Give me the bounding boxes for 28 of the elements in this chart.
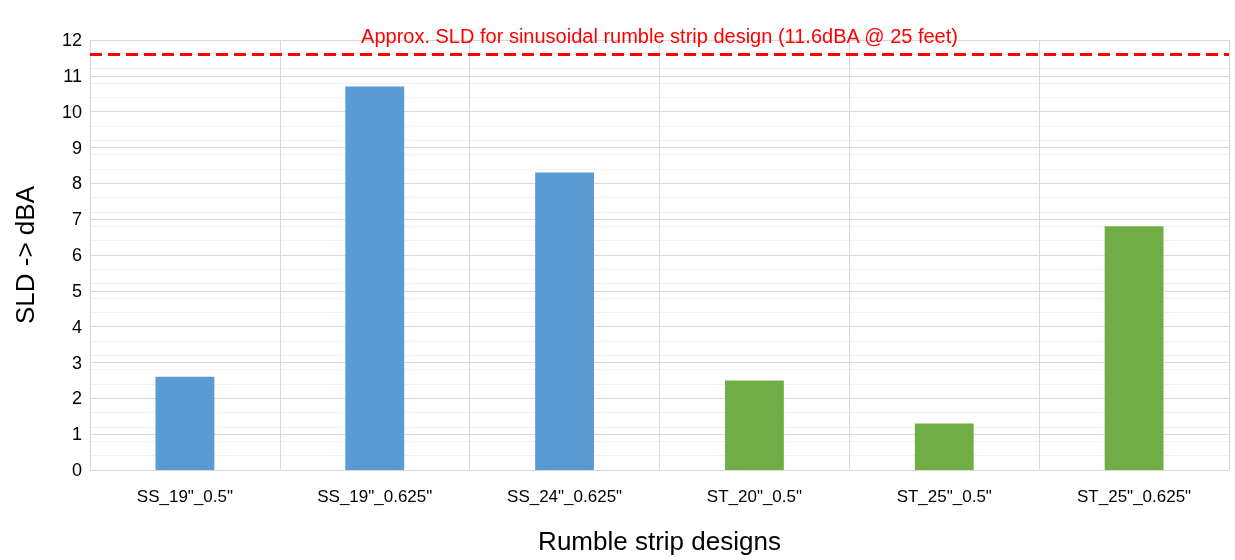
y-tick-label: 10 <box>61 101 82 122</box>
bar <box>535 172 595 470</box>
y-tick-label: 0 <box>71 460 82 480</box>
bar <box>1104 226 1164 470</box>
ref-line-label: Approx. SLD for sinusoidal rumble strip design (11.6dBA @ 25 feet) <box>361 25 958 48</box>
x-tick-label: ST_20"_0.5" <box>706 487 803 506</box>
y-tick-label: 2 <box>71 388 82 409</box>
y-tick-label: 6 <box>71 245 82 265</box>
bar <box>914 423 974 470</box>
bar <box>724 380 784 470</box>
x-tick-label: ST_25"_0.5" <box>896 487 992 506</box>
y-axis-title: SLD -> dBA <box>10 185 40 325</box>
y-tick-label: 12 <box>61 30 82 50</box>
y-tick-label: 5 <box>71 280 82 301</box>
y-tick-label: 7 <box>71 209 82 230</box>
y-tick-label: 9 <box>71 137 82 158</box>
bar <box>155 376 215 470</box>
y-tick-label: 11 <box>63 65 82 86</box>
y-tick-label: 3 <box>71 352 82 373</box>
x-tick-label: SS_19"_0.5" <box>136 487 234 506</box>
y-tick-label: 4 <box>71 316 82 337</box>
y-tick-label: 1 <box>71 424 82 445</box>
x-axis-title: Rumble strip designs <box>538 526 781 556</box>
bar <box>345 86 405 470</box>
x-tick-label: SS_19"_0.625" <box>317 487 433 506</box>
x-tick-label: ST_25"_0.625" <box>1077 487 1192 506</box>
x-tick-label: SS_24"_0.625" <box>507 487 623 506</box>
y-tick-label: 8 <box>71 173 82 194</box>
